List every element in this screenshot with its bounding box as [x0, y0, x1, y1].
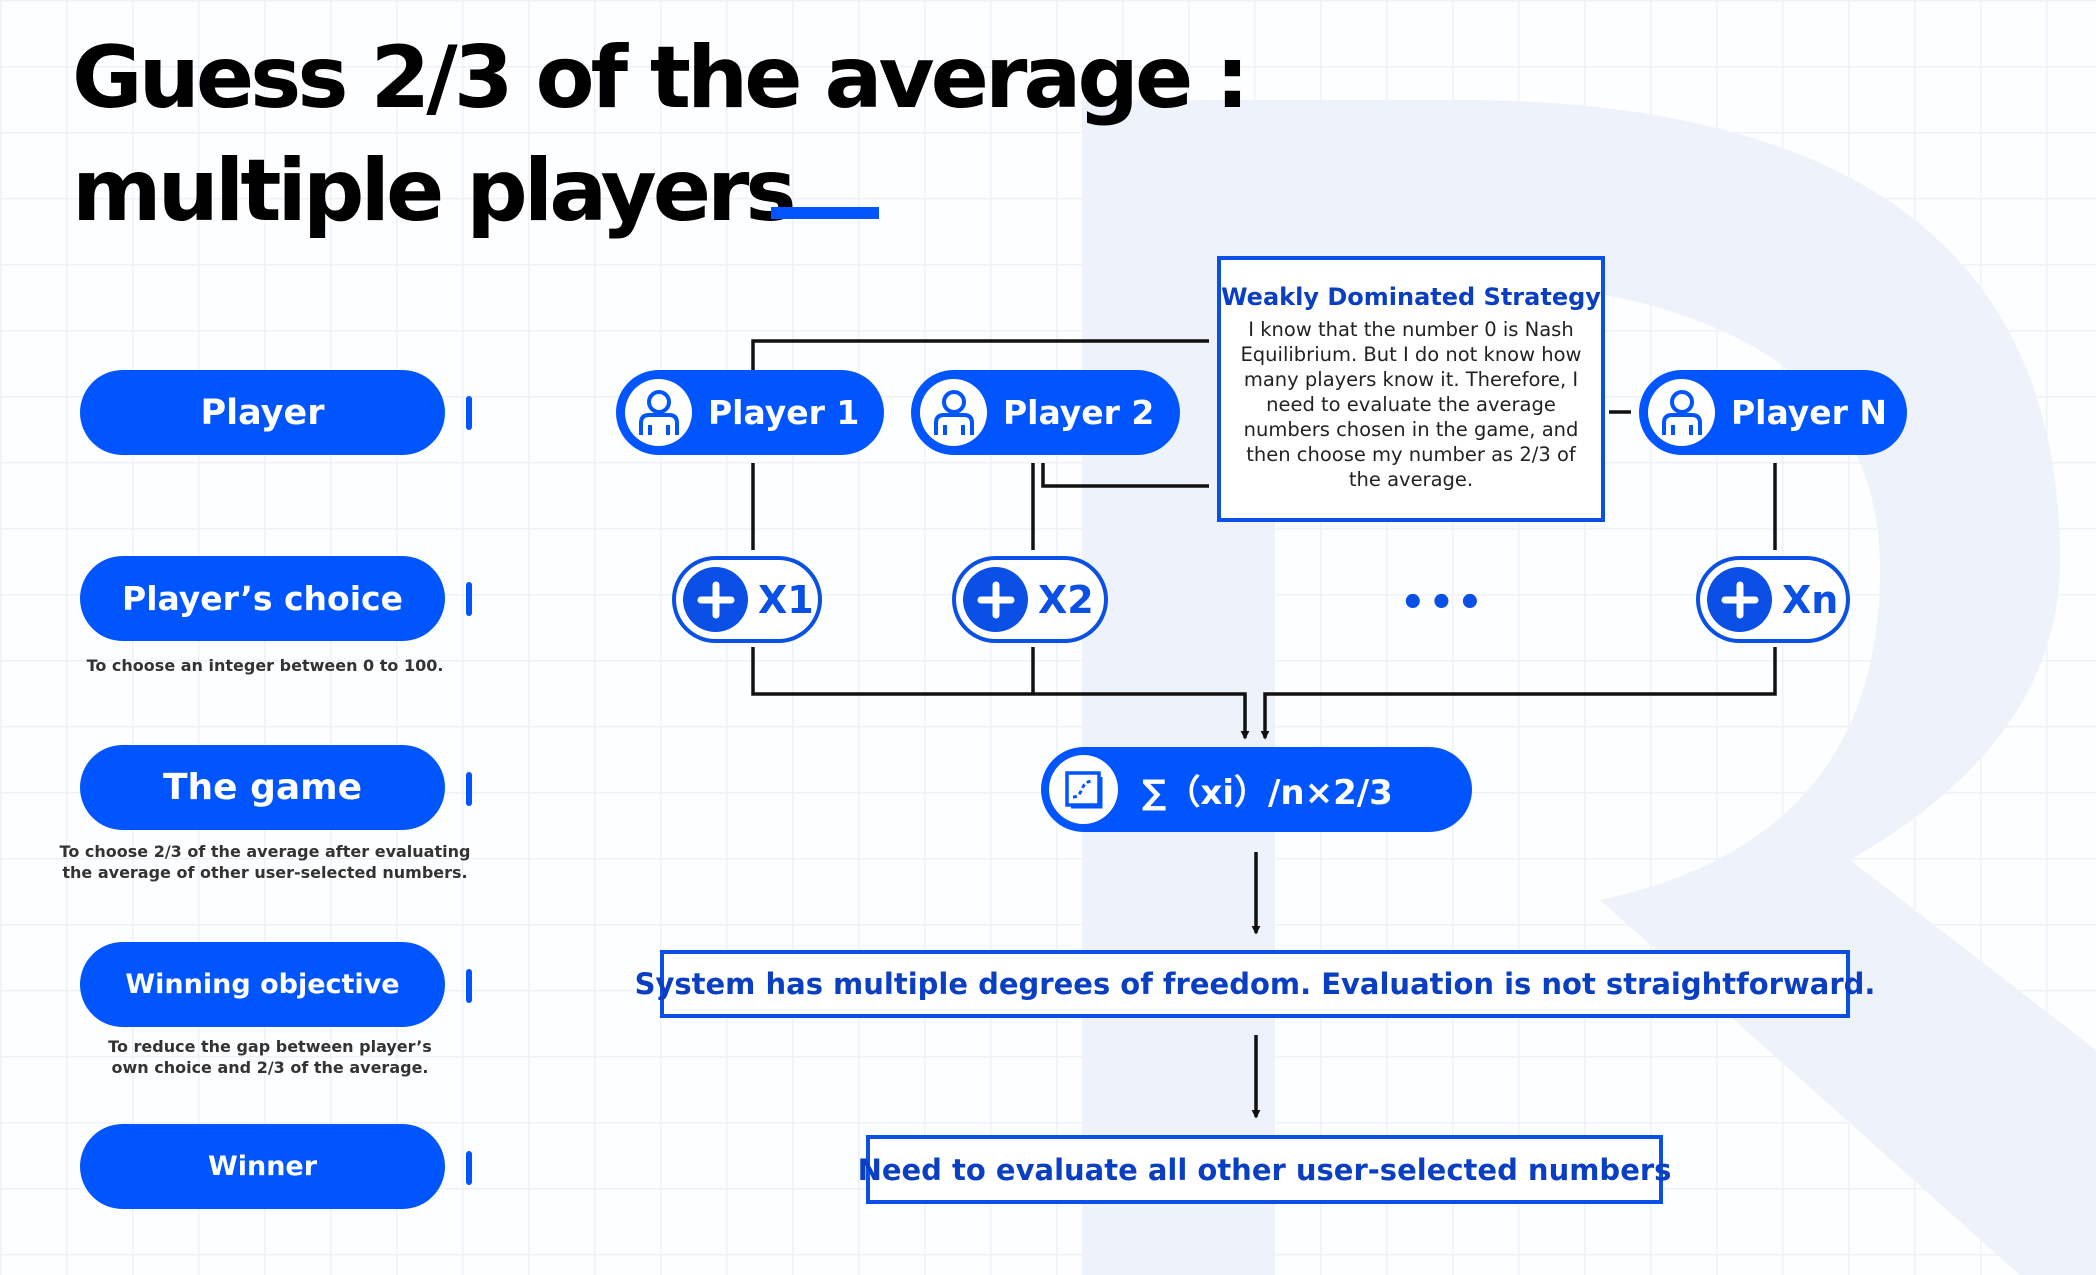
- choice-xn-pill: Xn: [1696, 556, 1850, 643]
- row-label-player: Player: [80, 370, 445, 455]
- result-box: System has multiple degrees of freedom. …: [635, 950, 1875, 1018]
- user-icon: [625, 379, 692, 446]
- plus-icon: [963, 567, 1028, 632]
- row-caption-the-game: To choose 2/3 of the average after evalu…: [59, 842, 471, 882]
- row-label-the-game: The game: [80, 745, 445, 830]
- user-icon: [920, 379, 987, 446]
- page-title: Guess 2/3 of the average : multiple play…: [72, 22, 1250, 248]
- title-line-1: Guess 2/3 of the average :: [72, 28, 1250, 128]
- plus-icon: [1707, 567, 1772, 632]
- ellipsis: •••: [1400, 580, 1486, 626]
- row-tick: [466, 396, 472, 430]
- player-n-label: Player N: [1731, 393, 1888, 432]
- strategy-box: Weakly Dominated Strategy I know that th…: [1217, 256, 1605, 522]
- choice-x1-label: X1: [758, 577, 814, 622]
- formula-pill: ∑（xi）/n×2/3: [1041, 747, 1472, 832]
- connector-x1-formula: [751, 647, 1250, 740]
- row-tick: [466, 969, 472, 1003]
- player-2-label: Player 2: [1003, 393, 1155, 432]
- row-caption-winning-objective: To reduce the gap between player’s own c…: [108, 1037, 432, 1077]
- player-n-pill: Player N: [1639, 370, 1907, 455]
- choice-x2-label: X2: [1038, 577, 1094, 622]
- formula-text: ∑（xi）/n×2/3: [1142, 773, 1393, 813]
- strategy-title: Weakly Dominated Strategy: [1221, 283, 1601, 311]
- title-underline-accent: [771, 207, 879, 219]
- choice-x2-pill: X2: [952, 556, 1108, 643]
- chart-icon: [1049, 755, 1118, 824]
- connector-strategy-player1: [751, 339, 1209, 370]
- row-label-players-choice: Player’s choice: [80, 556, 445, 641]
- player-1-label: Player 1: [708, 393, 860, 432]
- choice-xn-label: Xn: [1782, 577, 1839, 622]
- connector-xn-formula: [1260, 647, 1777, 740]
- row-caption-players-choice: To choose an integer between 0 to 100.: [86, 656, 444, 675]
- connector-strategy-player2: [1041, 463, 1209, 488]
- plus-icon: [683, 567, 748, 632]
- row-tick: [466, 582, 472, 616]
- row-label-winning-objective: Winning objective: [80, 942, 445, 1027]
- row-tick: [466, 772, 472, 806]
- player-1-pill: Player 1: [616, 370, 884, 455]
- choice-x1-pill: X1: [672, 556, 822, 643]
- title-line-2: multiple players: [72, 141, 797, 241]
- player-2-pill: Player 2: [911, 370, 1180, 455]
- strategy-body: I know that the number 0 is Nash Equilib…: [1240, 318, 1582, 491]
- user-icon: [1648, 379, 1715, 446]
- row-label-winner: Winner: [80, 1124, 445, 1209]
- winner-box: Need to evaluate all other user-selected…: [858, 1135, 1671, 1204]
- row-tick: [466, 1151, 472, 1185]
